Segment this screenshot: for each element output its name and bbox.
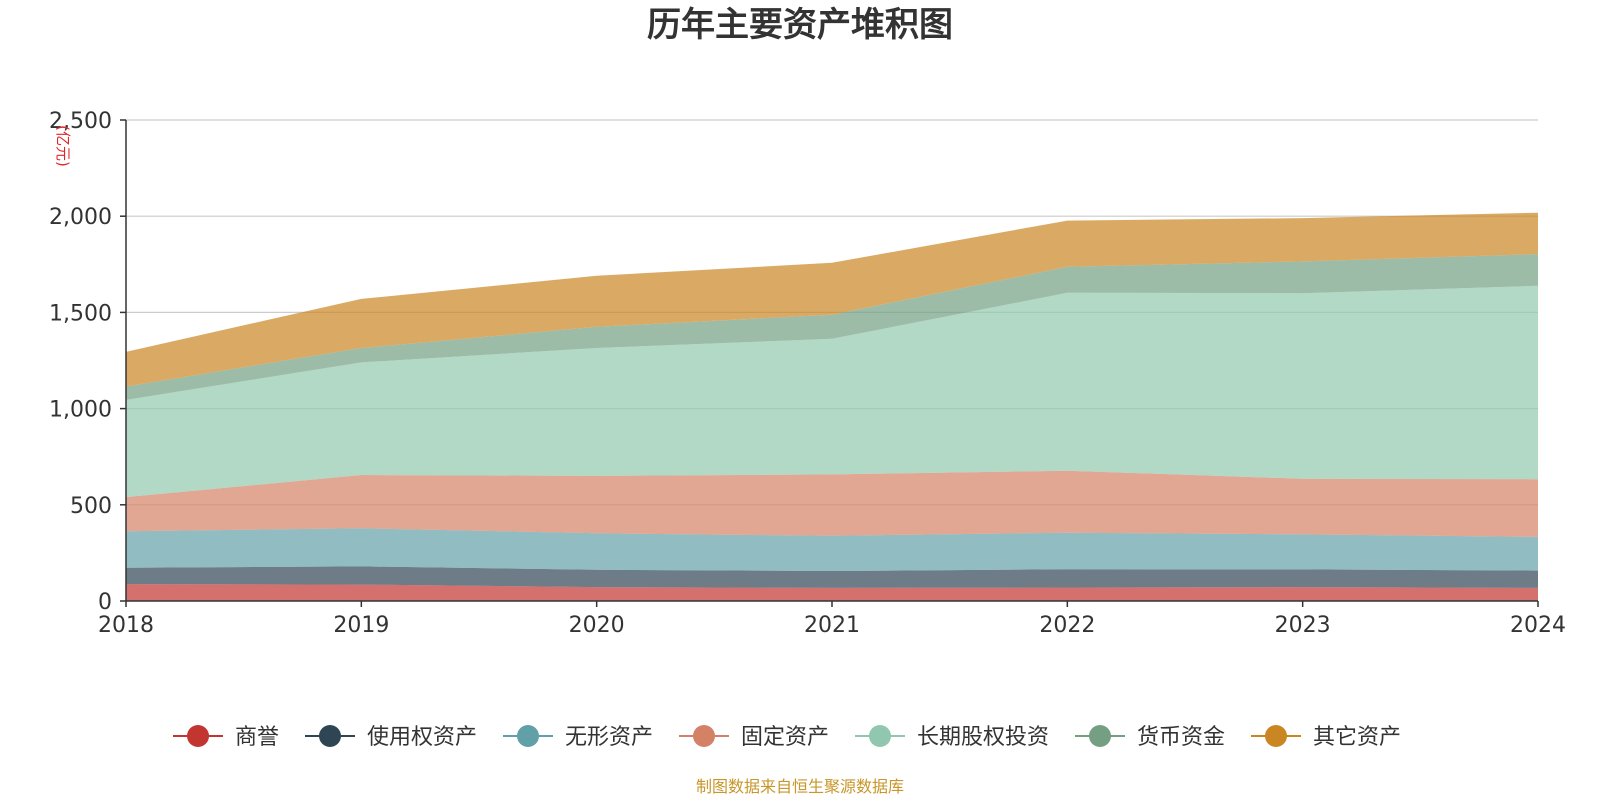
series-area: [126, 566, 1538, 588]
legend-label: 长期股权投资: [917, 725, 1049, 750]
y-tick-label: 2,500: [49, 109, 112, 134]
legend-item[interactable]: 使用权资产: [305, 725, 477, 750]
legend-swatch-dot: [517, 725, 539, 747]
legend-item[interactable]: 固定资产: [679, 725, 829, 750]
legend-label: 货币资金: [1137, 725, 1225, 750]
series-area: [126, 470, 1538, 537]
legend-swatch-dot: [187, 725, 209, 747]
x-tick-label: 2024: [1510, 613, 1566, 638]
series-area: [126, 254, 1538, 400]
y-tick-label: 1,000: [49, 398, 112, 423]
legend-label: 使用权资产: [367, 725, 477, 750]
x-tick-label: 2019: [333, 613, 389, 638]
y-axis-unit-label: (亿元): [54, 125, 72, 167]
legend-label: 其它资产: [1313, 725, 1401, 750]
x-tick-label: 2020: [569, 613, 625, 638]
y-tick-label: 2,000: [49, 205, 112, 230]
legend-swatch-dot: [1089, 725, 1111, 747]
series-areas: [126, 212, 1538, 601]
series-area: [126, 285, 1538, 498]
y-tick-label: 1,500: [49, 301, 112, 326]
legend-item[interactable]: 其它资产: [1251, 725, 1401, 750]
y-tick-label: 0: [98, 590, 112, 615]
legend-swatch-dot: [693, 725, 715, 747]
legend-label: 无形资产: [565, 725, 653, 750]
legend-item[interactable]: 货币资金: [1075, 725, 1225, 750]
x-tick-label: 2018: [98, 613, 154, 638]
chart-title: 历年主要资产堆积图: [647, 5, 953, 45]
legend-swatch-dot: [869, 725, 891, 747]
legend-label: 商誉: [235, 725, 279, 750]
y-tick-label: 500: [70, 494, 112, 519]
series-area: [126, 528, 1538, 571]
x-tick-label: 2021: [804, 613, 860, 638]
series-area: [126, 212, 1538, 387]
legend-label: 固定资产: [741, 725, 829, 750]
x-tick-label: 2023: [1275, 613, 1331, 638]
legend-item[interactable]: 商誉: [173, 725, 279, 750]
legend-item[interactable]: 无形资产: [503, 725, 653, 750]
legend-swatch-dot: [319, 725, 341, 747]
legend-swatch-dot: [1265, 725, 1287, 747]
series-area: [126, 584, 1538, 601]
legend-item[interactable]: 长期股权投资: [855, 725, 1049, 750]
source-note: 制图数据来自恒生聚源数据库: [696, 777, 904, 796]
axes: 0 500 1,000 1,500 2,000 2,500 2018 2019 2020 2021…: [49, 109, 1566, 638]
legend: 商誉 使用权资产 无形资产 固定资产 长期股权投资 货币资金 其它资产: [173, 725, 1401, 750]
x-tick-label: 2022: [1039, 613, 1095, 638]
